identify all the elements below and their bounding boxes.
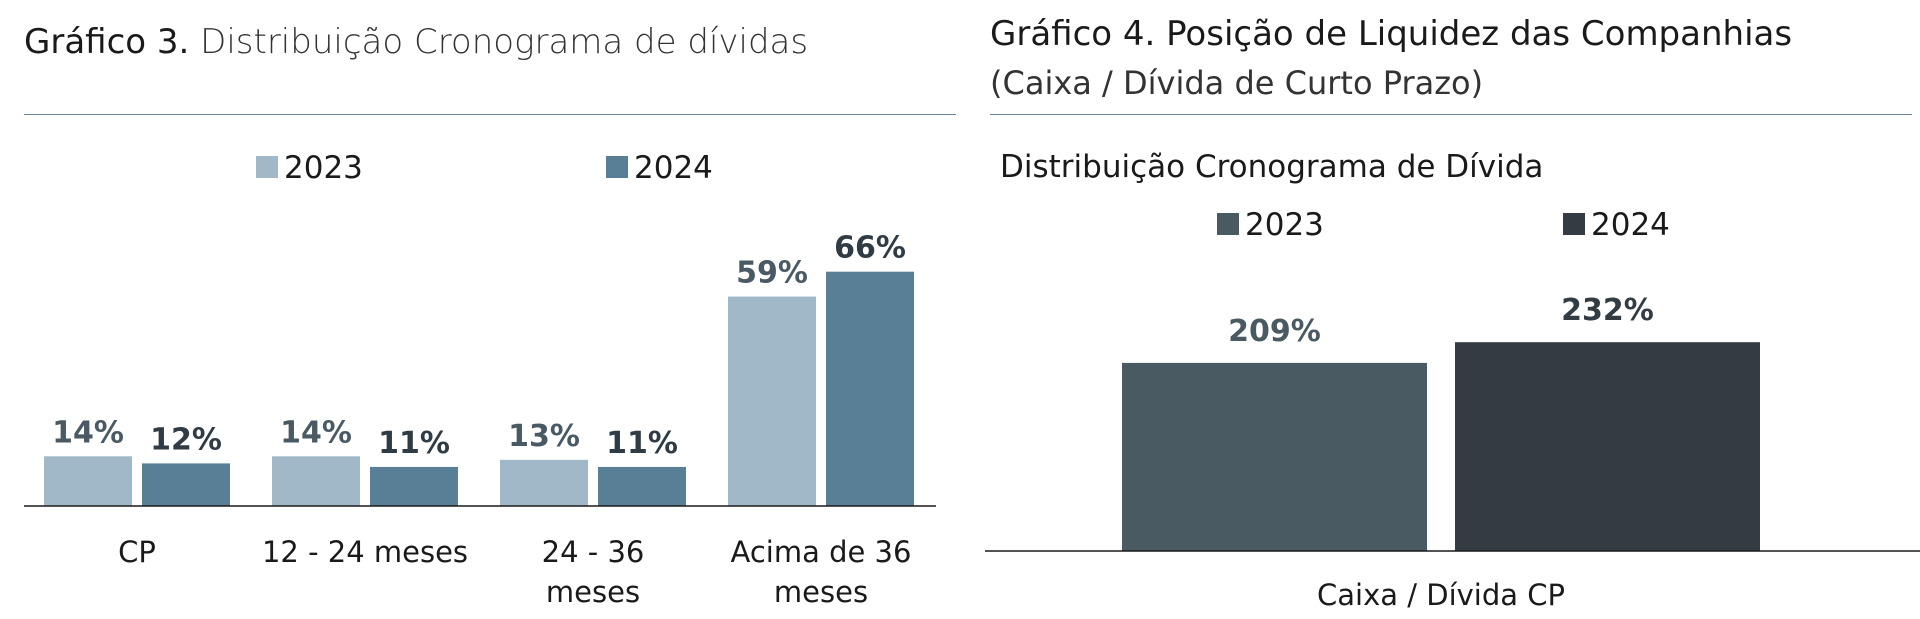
bar-2024-3 bbox=[826, 271, 914, 506]
legend-label-2023: 2023 bbox=[1245, 207, 1324, 243]
data-label-2024-3: 66% bbox=[834, 231, 906, 266]
chart-panel-left: Gráfico 3. Distribuição Cronograma de dí… bbox=[24, 22, 956, 609]
legend-swatch-2024 bbox=[1563, 213, 1585, 235]
chart-title-right-rest: Posição de Liquidez das Companhias bbox=[1166, 14, 1793, 54]
bar-2024-1 bbox=[370, 466, 458, 506]
data-label-2023-2: 13% bbox=[508, 419, 580, 454]
bar-2023-0 bbox=[44, 456, 132, 506]
data-label-2023-0: 14% bbox=[52, 415, 124, 450]
bar-2023 bbox=[1122, 362, 1427, 551]
chart-title-left: Gráfico 3. Distribuição Cronograma de dí… bbox=[24, 22, 808, 62]
bar-2024-2 bbox=[598, 466, 686, 506]
category-label-2-0: 24 - 36 bbox=[542, 535, 645, 569]
category-label-2-1: meses bbox=[546, 575, 640, 609]
data-label-2023-1: 14% bbox=[280, 415, 352, 450]
bar-2024 bbox=[1455, 342, 1760, 551]
legend-swatch-2023 bbox=[256, 156, 278, 178]
title-divider-left bbox=[24, 114, 956, 115]
legend-swatch-2023 bbox=[1217, 213, 1239, 235]
data-label-2024-2: 11% bbox=[606, 426, 678, 461]
category-label-0-0: CP bbox=[118, 535, 156, 569]
category-label-0: Caixa / Dívida CP bbox=[1317, 578, 1565, 612]
chart-title-left-lead: Gráfico 3. bbox=[24, 22, 190, 62]
bar-2023-3 bbox=[728, 296, 816, 506]
bar-chart-left: 2023 2024 14% 12% CP 14% 11% 12 - 24 meses 13% 11… bbox=[24, 150, 936, 609]
legend-swatch-2024 bbox=[606, 156, 628, 178]
legend-label-2024: 2024 bbox=[634, 150, 713, 186]
category-label-3-1: meses bbox=[774, 575, 868, 609]
data-label-2024-0: 12% bbox=[150, 422, 222, 457]
category-label-1-0: 12 - 24 meses bbox=[262, 535, 468, 569]
title-divider-right bbox=[990, 114, 1912, 115]
bar-2023-1 bbox=[272, 456, 360, 506]
bar-2024-0 bbox=[142, 463, 230, 506]
legend-label-2024: 2024 bbox=[1591, 207, 1670, 243]
bar-2023-2 bbox=[500, 459, 588, 506]
legend-label-2023: 2023 bbox=[284, 150, 363, 186]
chart-title-left-rest: Distribuição Cronograma de dívidas bbox=[200, 22, 809, 62]
chart-subtitle-right: (Caixa / Dívida de Curto Prazo) bbox=[990, 64, 1484, 102]
chart-title-right: Gráfico 4. Posição de Liquidez das Compa… bbox=[990, 14, 1792, 54]
bar-chart-right: Distribuição Cronograma de Dívida 2023 202… bbox=[985, 149, 1920, 612]
chart-panel-right: Gráfico 4. Posição de Liquidez das Compa… bbox=[985, 0, 1920, 619]
chart-title-right-lead: Gráfico 4. bbox=[990, 14, 1156, 54]
category-label-3-0: Acima de 36 bbox=[731, 535, 912, 569]
data-label-2023: 209% bbox=[1228, 314, 1321, 349]
data-label-2024-1: 11% bbox=[378, 426, 450, 461]
chart-inner-title: Distribuição Cronograma de Dívida bbox=[1000, 149, 1543, 185]
data-label-2023-3: 59% bbox=[736, 256, 808, 291]
data-label-2024: 232% bbox=[1561, 293, 1654, 328]
